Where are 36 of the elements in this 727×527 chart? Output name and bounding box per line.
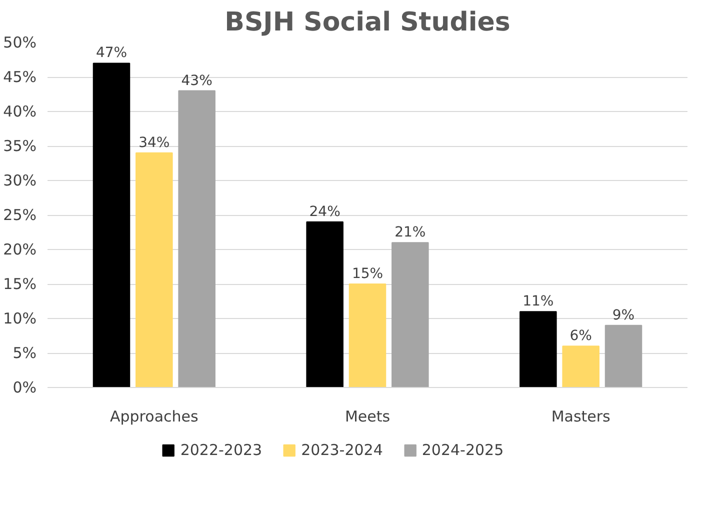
bar xyxy=(92,62,130,388)
y-tick-label: 30% xyxy=(3,172,37,190)
y-tick-label: 35% xyxy=(3,137,37,155)
data-label: 34% xyxy=(138,134,170,151)
legend-label: 2024-2025 xyxy=(422,441,504,459)
bar xyxy=(178,90,216,388)
bar xyxy=(604,324,642,388)
legend-label: 2022-2023 xyxy=(180,441,262,459)
y-tick-label: 45% xyxy=(3,68,37,86)
y-tick-label: 40% xyxy=(3,102,37,120)
chart-title: BSJH Social Studies xyxy=(224,8,510,38)
bar xyxy=(306,221,344,388)
data-label: 15% xyxy=(352,266,384,282)
data-label: 24% xyxy=(309,204,340,220)
data-label: 47% xyxy=(96,45,128,62)
bar xyxy=(520,311,557,388)
data-label: 6% xyxy=(570,328,592,344)
data-label: 11% xyxy=(522,294,554,310)
data-label: 43% xyxy=(181,72,212,89)
bar xyxy=(136,152,173,388)
y-tick-label: 50% xyxy=(3,34,37,52)
y-tick-label: 10% xyxy=(3,310,37,328)
y-tick-label: 0% xyxy=(12,378,36,396)
y-tick-label: 25% xyxy=(3,206,37,224)
x-tick-label: Masters xyxy=(551,408,611,426)
bar xyxy=(562,346,600,388)
y-tick-label: 5% xyxy=(12,344,36,362)
y-tick-label: 20% xyxy=(3,240,37,258)
legend-label: 2023-2024 xyxy=(301,441,383,459)
bar xyxy=(348,284,386,388)
x-tick-label: Approaches xyxy=(110,408,199,426)
data-label: 9% xyxy=(612,307,635,324)
y-tick-label: 15% xyxy=(3,275,37,293)
data-label: 21% xyxy=(394,224,426,241)
bar xyxy=(392,242,429,388)
x-tick-label: Meets xyxy=(344,408,390,426)
